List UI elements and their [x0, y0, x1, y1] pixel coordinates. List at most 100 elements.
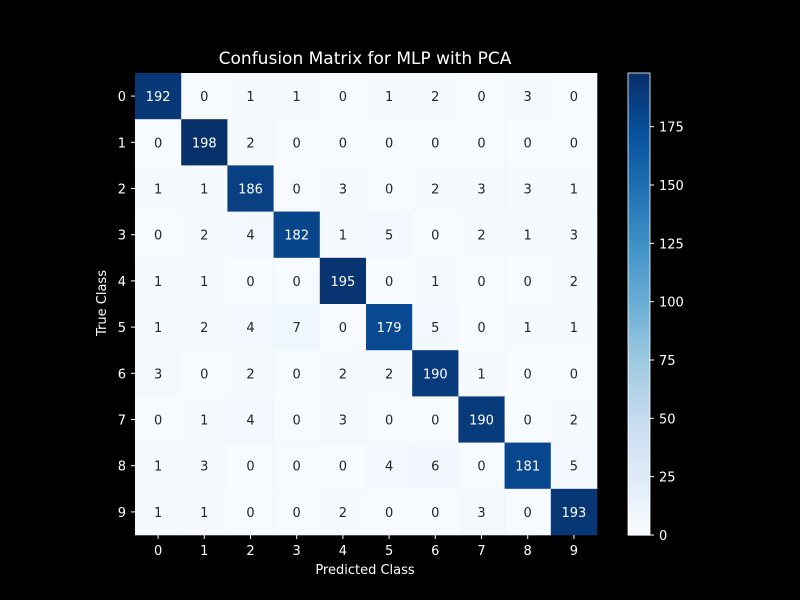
x-tick-label: 7 [477, 544, 485, 559]
chart-title: Confusion Matrix for MLP with PCA [219, 49, 512, 69]
colorbar-band [628, 446, 650, 451]
colorbar-band [628, 230, 650, 236]
colorbar-band [628, 257, 650, 263]
heatmap-cell [458, 119, 505, 166]
heatmap-cell [227, 73, 274, 120]
y-axis-ticks: 0 1 2 3 4 5 6 7 8 9 [118, 90, 135, 521]
heatmap-cell [273, 304, 321, 351]
cell-value-label: 1 [200, 275, 208, 290]
colorbar-band [628, 469, 650, 474]
heatmap-cell [550, 304, 598, 351]
heatmap-cell [458, 211, 505, 259]
heatmap-cell [550, 396, 598, 443]
colorbar-band [628, 165, 650, 170]
colorbar-band [628, 500, 650, 505]
colorbar-band [628, 103, 650, 109]
cell-value-label: 0 [477, 275, 485, 290]
cell-value-label: 190 [423, 367, 448, 382]
colorbar-band [628, 431, 650, 436]
cell-value-label: 3 [477, 183, 485, 198]
cell-value-label: 0 [524, 414, 532, 429]
cell-value-label: 1 [200, 183, 208, 198]
heatmap-cell [412, 304, 459, 351]
colorbar-tick-label: 75 [659, 354, 676, 369]
colorbar-band [628, 111, 650, 116]
heatmap-cell [504, 211, 552, 259]
heatmap-cell [504, 350, 552, 397]
colorbar-band [628, 188, 650, 193]
cell-value-label: 1 [200, 414, 208, 429]
x-axis-ticks: 0 1 2 3 4 5 6 7 8 9 [154, 535, 578, 559]
y-tick-label: 2 [118, 183, 126, 198]
colorbar-band [628, 342, 650, 347]
colorbar-band [628, 458, 650, 463]
cell-value-label: 0 [524, 275, 532, 290]
colorbar-band [628, 138, 650, 143]
colorbar-band [628, 223, 650, 228]
heatmap-cell [273, 442, 321, 490]
cell-value-label: 0 [477, 90, 485, 105]
heatmap-cell [412, 350, 459, 397]
heatmap-cell [273, 396, 321, 443]
cell-value-label: 3 [524, 183, 532, 198]
heatmap-cell [412, 165, 459, 212]
heatmap-cell [504, 488, 552, 536]
colorbar-band [628, 119, 650, 124]
cell-value-label: 1 [524, 321, 532, 336]
colorbar-band [628, 142, 650, 147]
colorbar-band [628, 161, 650, 166]
heatmap-cell [412, 211, 459, 259]
heatmap-cell [319, 257, 367, 305]
cell-value-label: 2 [246, 136, 254, 151]
cell-value-label: 0 [293, 275, 301, 290]
heatmap-cell [135, 165, 182, 212]
colorbar-band [628, 481, 650, 486]
colorbar-band [628, 304, 650, 309]
colorbar-band [628, 157, 650, 163]
cell-value-label: 0 [431, 229, 439, 244]
cell-value-label: 2 [385, 367, 393, 382]
cell-value-label: 2 [570, 275, 578, 290]
colorbar-band [628, 146, 650, 151]
colorbar-band [628, 346, 650, 351]
heatmap-cell [458, 165, 505, 212]
heatmap-cell [227, 442, 274, 490]
cell-value-label: 0 [431, 414, 439, 429]
colorbar-tick-label: 100 [659, 296, 684, 311]
cell-value-label: 1 [477, 367, 485, 382]
cell-value-label: 1 [431, 275, 439, 290]
colorbar-band [628, 454, 650, 459]
heatmap-cell [366, 488, 413, 536]
cell-value-label: 3 [200, 460, 208, 475]
heatmap-cell [504, 165, 552, 212]
heatmap-cell [504, 396, 552, 443]
colorbar-band [628, 134, 650, 140]
colorbar-band [628, 473, 650, 478]
colorbar-band [628, 400, 650, 405]
heatmap-cell [273, 119, 321, 166]
heatmap-cell [319, 304, 367, 351]
colorbar-band [628, 415, 650, 421]
y-tick-label: 7 [118, 414, 126, 429]
colorbar-band [628, 327, 650, 332]
colorbar-band [628, 361, 650, 367]
cell-value-label: 2 [339, 367, 347, 382]
colorbar-band [628, 107, 650, 113]
heatmap-cell [319, 488, 367, 536]
colorbar-frame [627, 72, 651, 536]
cell-value-label: 4 [246, 321, 254, 336]
colorbar-band [628, 265, 650, 270]
heatmap-cell [181, 396, 228, 443]
colorbar-band [628, 80, 650, 86]
cell-value-label: 0 [385, 136, 393, 151]
colorbar-band [628, 88, 650, 93]
colorbar-band [628, 427, 650, 432]
cell-value-label: 0 [524, 136, 532, 151]
cell-value-label: 2 [431, 183, 439, 198]
cell-value-label: 0 [246, 506, 254, 521]
colorbar-tick-label: 25 [659, 471, 676, 486]
colorbar-band [628, 203, 650, 209]
heatmap-cell [458, 257, 505, 305]
cell-value-label: 0 [431, 136, 439, 151]
colorbar-band [628, 288, 650, 294]
